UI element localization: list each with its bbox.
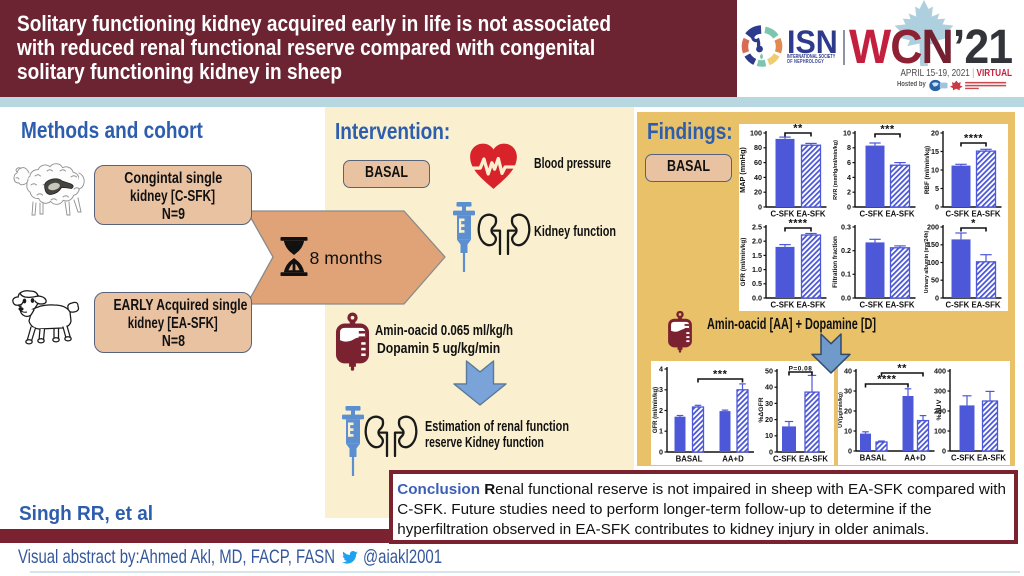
svg-text:C-SFK EA-SFK: C-SFK EA-SFK	[945, 301, 1000, 310]
svg-text:30: 30	[765, 399, 773, 408]
svg-text:15: 15	[931, 147, 939, 156]
svg-text:200: 200	[934, 406, 946, 415]
svg-text:0: 0	[848, 446, 852, 455]
svg-text:2.5: 2.5	[752, 222, 762, 231]
svg-text:1.5: 1.5	[752, 251, 762, 260]
svg-text:0.1: 0.1	[841, 270, 851, 279]
svg-text:20: 20	[844, 406, 852, 415]
svg-text:400: 400	[934, 366, 946, 375]
svg-text:***: ***	[880, 124, 895, 136]
svg-text:BASAL: BASAL	[676, 455, 703, 464]
svg-text:0: 0	[659, 447, 663, 456]
svg-text:0: 0	[935, 202, 939, 211]
svg-text:10: 10	[844, 426, 852, 435]
svg-text:**: **	[793, 124, 803, 135]
svg-text:C-SFK EA-SFK: C-SFK EA-SFK	[770, 301, 825, 310]
svg-text:C-SFK EA-SFK: C-SFK EA-SFK	[951, 454, 1006, 463]
svg-text:0: 0	[847, 202, 851, 211]
svg-text:P=0.08: P=0.08	[789, 366, 813, 373]
svg-text:1.0: 1.0	[752, 265, 762, 274]
svg-text:GFR (ml/min/kg): GFR (ml/min/kg)	[653, 387, 659, 433]
svg-text:20: 20	[931, 128, 939, 137]
svg-text:10: 10	[765, 431, 773, 440]
svg-text:200: 200	[927, 222, 939, 231]
svg-text:U V(μg/min/kg): U V(μg/min/kg)	[838, 392, 844, 428]
svg-text:80: 80	[754, 143, 762, 152]
svg-text:0: 0	[935, 293, 939, 302]
svg-text:10: 10	[843, 128, 851, 137]
svg-text:4: 4	[659, 364, 663, 373]
svg-text:150: 150	[927, 240, 939, 249]
svg-text:2: 2	[659, 406, 663, 415]
svg-text:60: 60	[754, 158, 762, 167]
svg-text:%ΔU V: %ΔU V	[936, 399, 943, 420]
svg-text:C-SFK EA-SFK: C-SFK EA-SFK	[859, 210, 914, 219]
svg-text:AA+D: AA+D	[904, 454, 926, 463]
svg-text:4: 4	[847, 173, 851, 182]
svg-text:C-SFK EA-SFK: C-SFK EA-SFK	[945, 210, 1000, 219]
svg-text:40: 40	[765, 383, 773, 392]
svg-text:5: 5	[935, 184, 939, 193]
svg-text:0.0: 0.0	[752, 293, 762, 302]
svg-text:Urinary albumin (mg/24h): Urinary albumin (mg/24h)	[924, 230, 930, 293]
svg-text:Filtration fraction: Filtration fraction	[832, 236, 839, 288]
svg-text:AA+D: AA+D	[722, 455, 744, 464]
svg-text:****: ****	[964, 133, 983, 145]
svg-text:C-SFK EA-SFK: C-SFK EA-SFK	[773, 455, 828, 464]
svg-text:40: 40	[754, 173, 762, 182]
svg-text:0.5: 0.5	[752, 279, 762, 288]
svg-text:20: 20	[754, 188, 762, 197]
svg-text:20: 20	[765, 415, 773, 424]
svg-text:BASAL: BASAL	[860, 454, 887, 463]
svg-text:2.0: 2.0	[752, 237, 762, 246]
svg-text:50: 50	[765, 366, 773, 375]
svg-text:100: 100	[750, 128, 762, 137]
svg-text:40: 40	[844, 366, 852, 375]
svg-text:3: 3	[659, 385, 663, 394]
svg-text:0: 0	[769, 447, 773, 456]
svg-text:8: 8	[847, 143, 851, 152]
svg-text:RVR (mmHg/ml/min/kg): RVR (mmHg/ml/min/kg)	[833, 140, 839, 200]
svg-text:300: 300	[934, 386, 946, 395]
svg-text:0: 0	[758, 202, 762, 211]
svg-text:30: 30	[844, 386, 852, 395]
svg-text:2: 2	[847, 188, 851, 197]
svg-text:GFR (ml/min/kg): GFR (ml/min/kg)	[740, 238, 747, 287]
svg-text:*: *	[971, 218, 976, 230]
svg-text:0.0: 0.0	[841, 293, 851, 302]
svg-text:6: 6	[847, 158, 851, 167]
svg-text:0: 0	[942, 446, 946, 455]
svg-text:C-SFK EA-SFK: C-SFK EA-SFK	[859, 301, 914, 310]
svg-text:MAP (mmHg): MAP (mmHg)	[739, 147, 747, 193]
svg-text:**: **	[897, 363, 907, 375]
svg-text:C-SFK EA-SFK: C-SFK EA-SFK	[770, 210, 825, 219]
svg-text:1: 1	[659, 427, 663, 436]
svg-text:100: 100	[927, 258, 939, 267]
svg-text:RBF (ml/min/kg): RBF (ml/min/kg)	[924, 146, 931, 194]
svg-text:10: 10	[931, 165, 939, 174]
svg-text:***: ***	[713, 369, 728, 381]
svg-text:50: 50	[931, 276, 939, 285]
svg-text:0.2: 0.2	[841, 246, 851, 255]
svg-text:100: 100	[934, 426, 946, 435]
svg-text:****: ****	[877, 374, 896, 386]
svg-text:%ΔGFR: %ΔGFR	[758, 397, 765, 422]
svg-text:0.3: 0.3	[841, 222, 851, 231]
svg-text:****: ****	[788, 218, 807, 230]
